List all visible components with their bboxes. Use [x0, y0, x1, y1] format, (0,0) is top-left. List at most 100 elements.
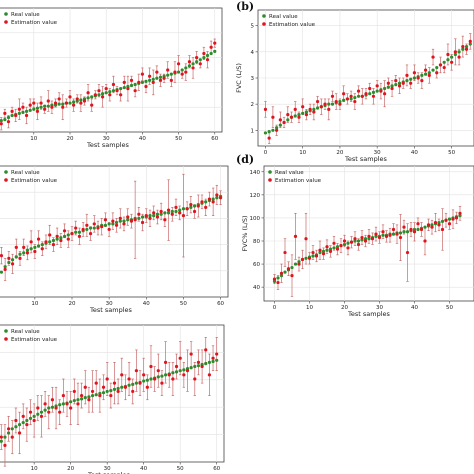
real-value-point — [464, 45, 469, 49]
x-tick-label: 10 — [31, 301, 38, 307]
estimation-value-point — [17, 431, 22, 435]
plot-frame — [0, 165, 229, 298]
real-value-point — [191, 62, 195, 66]
real-value-point — [327, 102, 331, 106]
estimation-value-point — [464, 47, 469, 51]
real-value-point — [360, 238, 364, 242]
estimation-value-point — [325, 245, 329, 249]
real-value-point — [127, 383, 131, 387]
estimation-value-point — [272, 277, 277, 281]
real-value-point — [0, 119, 3, 123]
estimation-value-point — [426, 223, 431, 227]
real-value-point — [267, 130, 271, 134]
estimation-value-point — [381, 230, 385, 234]
estimation-value-point — [76, 402, 80, 406]
estimation-value-point — [207, 373, 211, 377]
estimation-value-point — [297, 115, 301, 119]
estimation-value-point — [182, 373, 186, 377]
real-value-point — [144, 79, 148, 83]
estimation-value-point — [109, 393, 113, 398]
real-value-point — [174, 370, 179, 374]
real-value-point — [215, 196, 219, 200]
real-value-point — [442, 60, 446, 64]
estimation-value-point — [416, 222, 420, 226]
estimation-value-point — [22, 245, 26, 249]
estimation-value-point — [371, 94, 376, 98]
estimation-value-point — [451, 217, 455, 221]
x-tick-label: 10 — [31, 466, 38, 472]
x-tick-label: 60 — [213, 466, 220, 472]
real-value-point — [90, 393, 95, 398]
x-tick-label: 40 — [411, 305, 418, 311]
estimation-value-point — [57, 97, 61, 101]
estimation-value-point — [386, 81, 390, 85]
x-tick-label: 50 — [448, 150, 455, 156]
real-value-point — [198, 58, 202, 62]
y-axis-label: FVC (L/S) — [235, 63, 243, 93]
estimation-value-point — [69, 406, 73, 410]
real-value-point — [116, 386, 120, 391]
real-value-point — [437, 220, 441, 225]
real-value-point — [122, 85, 126, 90]
real-value-point — [301, 111, 305, 115]
estimation-value-point — [379, 89, 383, 93]
estimation-value-point — [338, 102, 342, 106]
real-value-point — [152, 214, 156, 218]
real-value-point — [101, 391, 106, 395]
real-value-point — [40, 243, 44, 247]
real-value-point — [397, 81, 402, 85]
chart-panel-a: 10 20 30 40 50 60 Test samples Real value Estima… — [0, 7, 223, 149]
real-value-point — [10, 113, 14, 118]
estimation-value-point — [311, 250, 315, 255]
real-value-point — [50, 405, 55, 409]
estimation-value-point — [7, 427, 11, 431]
real-value-point — [32, 107, 36, 111]
estimation-value-point — [321, 252, 326, 256]
real-value-point — [412, 227, 417, 232]
estimation-value-point — [35, 109, 40, 113]
estimation-value-point — [314, 254, 319, 258]
real-value-point — [3, 118, 7, 122]
estimation-value-point — [61, 105, 65, 109]
estimation-value-point — [149, 364, 153, 369]
estimation-value-point — [308, 107, 312, 111]
estimation-value-point — [33, 249, 37, 254]
estimation-value-point — [163, 360, 168, 364]
estimation-value-point — [412, 71, 417, 75]
real-value-point — [381, 233, 385, 237]
real-value-point — [375, 89, 379, 93]
real-value-point — [367, 237, 371, 241]
estimation-value-point — [170, 212, 174, 216]
real-value-point — [155, 76, 159, 80]
real-value-point — [92, 226, 96, 230]
real-value-point — [39, 410, 44, 414]
real-value-point — [122, 219, 126, 223]
estimation-value-point — [349, 94, 353, 98]
x-tick-label: 20 — [336, 150, 343, 156]
real-value-point — [28, 108, 32, 112]
x-tick-label: 0 — [273, 305, 277, 311]
estimation-value-point — [394, 79, 398, 83]
x-tick-label: 30 — [374, 150, 381, 156]
estimation-value-point — [300, 257, 305, 262]
real-value-point — [35, 106, 40, 110]
x-tick-label: 20 — [67, 136, 74, 142]
estimation-value-point — [118, 216, 122, 220]
estimation-value-point — [59, 238, 63, 243]
real-value-point — [0, 439, 3, 443]
real-value-point — [166, 211, 171, 215]
estimation-value-point — [447, 222, 452, 226]
real-value-point — [335, 245, 340, 249]
estimation-value-point — [3, 443, 7, 447]
estimation-value-point — [174, 205, 178, 209]
real-value-point — [72, 100, 76, 104]
estimation-value-point — [62, 229, 67, 233]
estimation-value-point — [90, 103, 94, 107]
real-value-point — [383, 86, 387, 91]
estimation-value-point — [368, 86, 372, 91]
estimation-value-point — [151, 80, 155, 84]
legend-estimation-label: Estimation value — [269, 22, 316, 28]
real-value-point — [6, 115, 11, 120]
estimation-value-point — [10, 262, 15, 266]
estimation-value-point — [330, 94, 335, 98]
